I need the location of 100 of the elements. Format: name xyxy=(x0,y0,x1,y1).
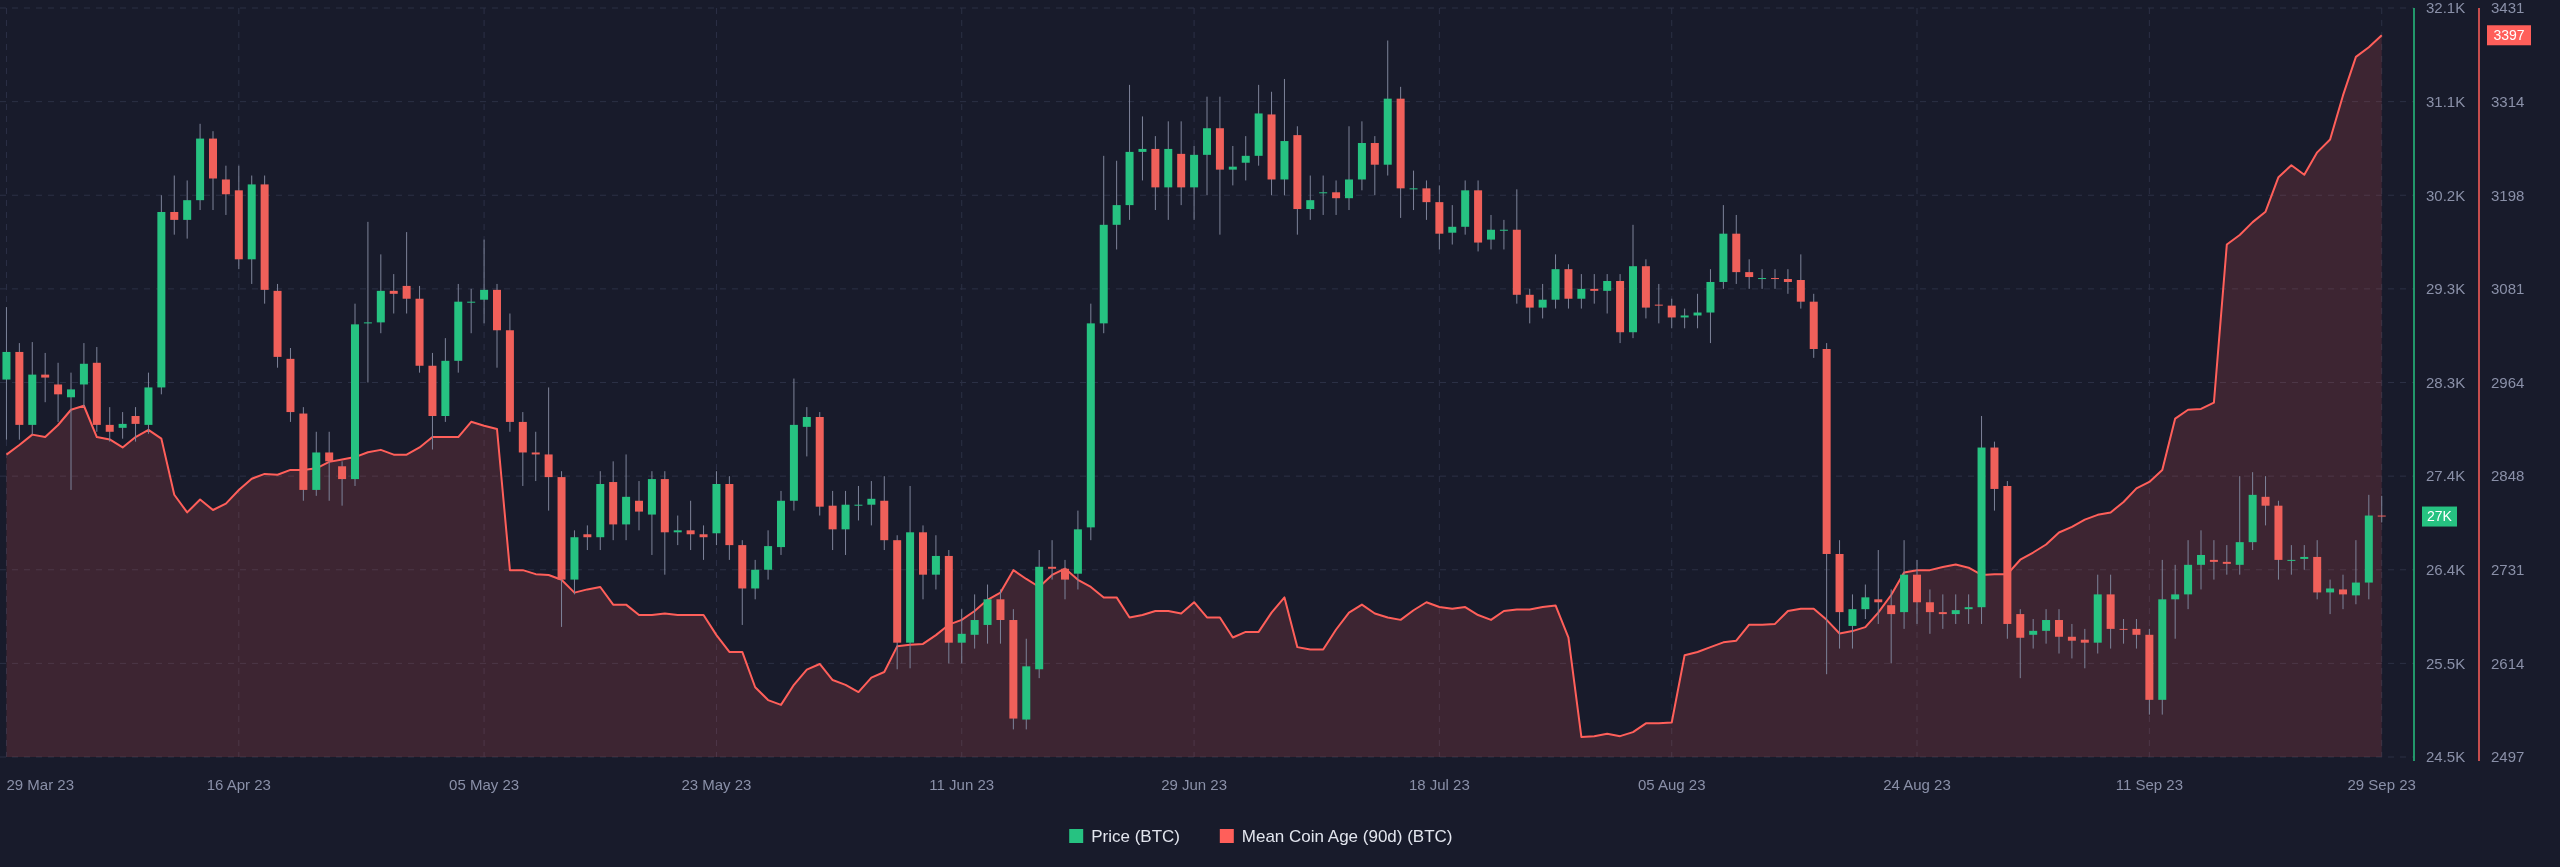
candlestick xyxy=(1525,288,1534,324)
x-tick-label: 11 Jun 23 xyxy=(929,776,995,793)
value-badge: 3397 xyxy=(2487,25,2531,46)
candlestick xyxy=(183,179,192,240)
candlestick xyxy=(1499,219,1508,250)
candlestick xyxy=(828,490,837,551)
candlestick xyxy=(402,231,411,315)
value-badge: 27K xyxy=(2422,506,2457,527)
candlestick xyxy=(1306,175,1315,221)
candlestick xyxy=(2132,618,2141,650)
candlestick xyxy=(389,273,398,315)
candlestick xyxy=(1783,268,1792,295)
candlestick xyxy=(1345,125,1353,211)
y2-tick-label: 2848 xyxy=(2491,466,2525,484)
candlestick xyxy=(1138,115,1147,181)
candlestick xyxy=(1487,214,1495,250)
y2-tick-label: 3431 xyxy=(2491,0,2525,17)
candlestick xyxy=(2339,574,2347,610)
candlestick xyxy=(1448,204,1457,246)
x-tick-label: 29 Sep 23 xyxy=(2347,776,2416,793)
x-tick-label: 29 Jun 23 xyxy=(1161,776,1228,793)
candlestick xyxy=(1667,298,1676,329)
candlestick xyxy=(1603,273,1612,315)
candlestick xyxy=(1332,179,1341,216)
candlestick xyxy=(996,588,1005,645)
candlestick xyxy=(1422,179,1431,221)
candlestick xyxy=(1048,539,1057,581)
candlestick xyxy=(2235,475,2244,576)
y2-tick-label: 3314 xyxy=(2491,92,2525,110)
candlestick xyxy=(1796,253,1805,310)
candlestick xyxy=(2080,628,2089,669)
candlestick xyxy=(1861,584,1870,620)
y2-tick-label: 2614 xyxy=(2491,654,2525,672)
legend-label: Price (BTC) xyxy=(1091,826,1180,846)
candlestick xyxy=(2209,539,2218,581)
candlestick xyxy=(957,608,966,664)
candlestick xyxy=(635,480,643,531)
candlestick xyxy=(221,165,230,216)
candlestick xyxy=(970,593,979,650)
candlestick xyxy=(1758,268,1767,290)
candlestick xyxy=(1590,273,1599,305)
candlestick xyxy=(2351,539,2360,605)
y2-tick-label: 3198 xyxy=(2491,186,2525,204)
candlestick xyxy=(2287,544,2296,576)
y-tick-label: 24.5K xyxy=(2426,748,2466,766)
candlestick xyxy=(467,288,476,334)
y-tick-label: 27.4K xyxy=(2426,467,2466,485)
candlestick xyxy=(2377,495,2386,523)
candlestick xyxy=(480,239,489,324)
candlestick xyxy=(170,175,179,236)
candlestick xyxy=(531,431,540,482)
candlestick xyxy=(673,515,682,546)
candlestick xyxy=(1061,559,1069,600)
y-tick-label: 30.2K xyxy=(2426,186,2466,204)
x-tick-label: 16 Apr 23 xyxy=(206,776,271,793)
candlestick xyxy=(1228,145,1237,186)
candlestick xyxy=(2261,475,2270,526)
candlestick xyxy=(67,372,75,491)
y-tick-label: 29.3K xyxy=(2426,280,2466,298)
y-tick-label: 25.5K xyxy=(2426,654,2466,672)
candlestick xyxy=(1951,593,1960,625)
candlestick xyxy=(1241,135,1250,181)
x-tick-label: 05 Aug 23 xyxy=(1637,776,1706,793)
x-tick-label: 29 Mar 23 xyxy=(6,776,74,793)
candlestick xyxy=(2067,623,2076,659)
candlestick xyxy=(686,500,695,551)
candlestick xyxy=(2016,608,2025,679)
candlestick xyxy=(1925,588,1934,635)
candlestick xyxy=(1409,170,1418,211)
y-tick-label: 26.4K xyxy=(2426,561,2466,578)
x-tick-label: 23 May 23 xyxy=(681,776,752,793)
candlestick xyxy=(2197,529,2205,590)
candlestick xyxy=(2042,608,2051,645)
candlestick xyxy=(1577,273,1586,310)
y-tick-label: 31.1K xyxy=(2426,92,2466,110)
candlestick xyxy=(105,406,114,443)
candlestick xyxy=(867,480,876,526)
candlestick xyxy=(79,342,88,408)
candlestick xyxy=(1538,283,1547,319)
candlestick xyxy=(2029,618,2038,650)
candlestick xyxy=(2300,544,2309,571)
candlestick xyxy=(931,534,940,590)
candlestick xyxy=(1654,283,1663,324)
candlestick xyxy=(1370,135,1379,196)
candlestick xyxy=(2171,564,2180,640)
candlestick xyxy=(1771,268,1779,290)
candlestick xyxy=(131,406,140,443)
y-tick-label: 32.1K xyxy=(2426,0,2466,17)
candlestick xyxy=(802,406,811,457)
y2-tick-label: 3081 xyxy=(2491,280,2525,298)
x-tick-label: 24 Aug 23 xyxy=(1883,776,1951,793)
candlestick xyxy=(363,221,372,383)
x-tick-label: 18 Jul 23 xyxy=(1408,776,1470,793)
candlestick xyxy=(583,524,592,551)
candlestick xyxy=(54,362,63,423)
candlestick xyxy=(41,352,50,403)
candlestick xyxy=(1848,593,1857,650)
legend-label: Mean Coin Age (90d) (BTC) xyxy=(1241,826,1453,846)
candlestick xyxy=(854,485,863,521)
y2-tick-label: 2964 xyxy=(2491,373,2525,391)
